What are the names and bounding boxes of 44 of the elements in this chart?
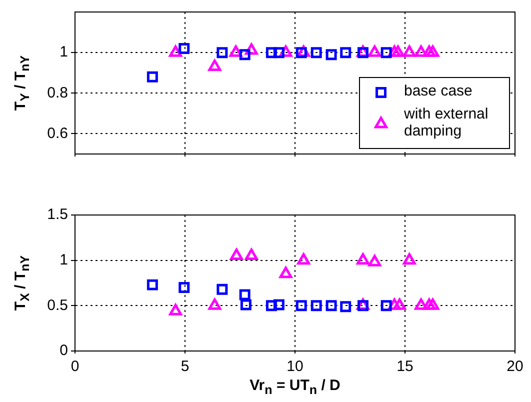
point [297,253,310,265]
point [266,300,277,312]
point [380,300,392,312]
point [273,299,284,310]
point [368,254,382,266]
x-tick-label: 10 [286,358,304,376]
point [402,253,416,265]
x-tick-label: 0 [70,358,80,376]
point [146,279,158,290]
point [402,45,416,57]
point [426,45,440,57]
x-tick-label: 5 [180,358,190,376]
y-tick-label: 0.8 [47,84,68,102]
point [169,45,182,57]
y-tick-label: 0.6 [47,124,68,142]
point [414,45,428,57]
y-tick-label: 0.5 [47,296,68,314]
x-tick-label: 15 [396,358,414,376]
point [230,248,243,260]
point [326,49,337,60]
y-tick-label: 0 [60,342,68,360]
point [239,289,250,300]
point [178,282,190,294]
point [368,45,382,57]
point [340,301,352,312]
point [392,45,404,57]
point [146,71,158,82]
x-axis-title: Vr$_{n}$ = UT$_{n}$ / D [250,377,340,397]
y-tick-label: 1 [60,44,68,61]
legend-label: with external damping [403,106,488,140]
point [208,60,222,72]
point [326,300,337,312]
point [244,248,258,260]
point [356,253,370,265]
point [296,300,307,312]
point [240,299,252,310]
point [216,284,228,295]
legend-label: base case [404,82,472,100]
point [239,49,250,60]
x-tick-label: 20 [506,358,524,376]
y-tick-label: 1.5 [47,206,68,224]
point [310,300,322,312]
y-tick-label: 1 [60,251,68,268]
point [279,266,292,278]
